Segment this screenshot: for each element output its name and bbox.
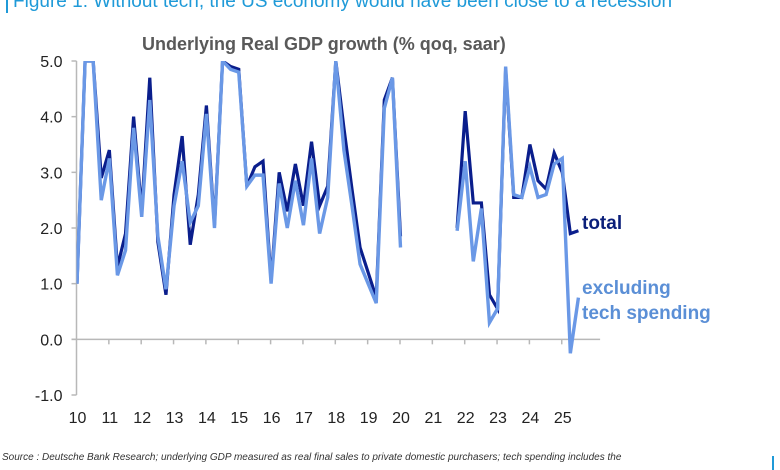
x-tick-label: 21 [424,410,442,427]
y-tick-labels: 5.0 4.0 3.0 2.0 1.0 0.0 -1.0 [35,54,63,405]
y-tick-label: 3.0 [40,165,62,182]
x-tick-label: 20 [392,410,410,427]
x-tick-label: 12 [133,410,151,427]
x-tick-label: 18 [327,410,345,427]
y-tick-label: 4.0 [40,110,62,127]
legend-excluding-tech-line1: excluding [582,278,671,299]
figure-title-bar [6,0,8,13]
x-tick-label: 10 [69,410,87,427]
source-note: Source : Deutsche Bank Research; underly… [2,452,622,463]
legend-total: total [582,213,622,234]
x-tick-label: 13 [166,410,184,427]
x-tick-label: 25 [554,410,572,427]
figure-title-text: Figure 1: Without tech, the US economy w… [13,0,673,13]
y-tick-label: 2.0 [40,221,62,238]
x-tick-label: 16 [263,410,281,427]
x-tick-label: 23 [489,410,507,427]
series-excluding-tech-segment [76,61,403,304]
x-tick-label: 24 [522,410,540,427]
series-lines [76,61,581,354]
x-tick-labels: 10 11 12 13 14 15 16 17 18 19 20 21 22 23 24 25 [69,410,572,427]
y-tick-label: 0.0 [40,332,62,349]
series-total-segment [76,61,403,299]
gdp-growth-chart: Underlying Real GDP growth (% qoq, saar)… [35,34,711,427]
corner-accent-bar [772,456,774,470]
x-tick-label: 17 [295,410,313,427]
y-tick-label: 5.0 [40,54,62,71]
x-tick-label: 11 [102,410,119,427]
legend-excluding-tech-line2: tech spending [582,303,711,324]
chart-title: Underlying Real GDP growth (% qoq, saar) [142,34,506,54]
x-tick-label: 15 [230,410,248,427]
y-tick-label: -1.0 [35,388,63,405]
series-excluding-tech-segment [455,66,581,354]
x-tick-label: 22 [457,410,475,427]
figure-title: Figure 1: Without tech, the US economy w… [6,0,672,13]
series-total-segment [455,69,579,315]
y-tick-label: 1.0 [40,277,62,294]
x-tick-label: 14 [198,410,216,427]
axes [71,60,601,396]
x-tick-label: 19 [360,410,378,427]
